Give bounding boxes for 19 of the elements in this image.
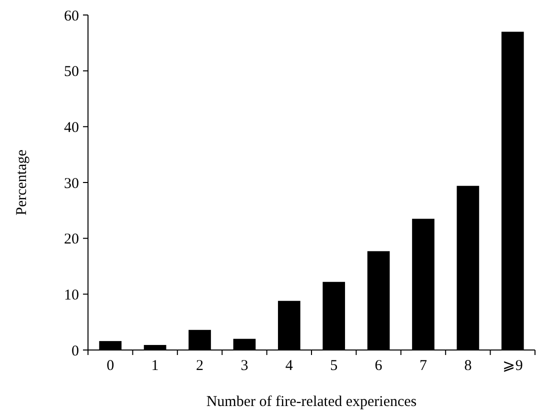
x-tick-label: 7 bbox=[420, 358, 428, 374]
x-tick-label: 4 bbox=[285, 358, 294, 374]
x-tick-label: 6 bbox=[374, 358, 383, 374]
y-tick-label: 20 bbox=[64, 232, 79, 248]
x-tick-label: 8 bbox=[464, 358, 472, 374]
x-axis-title: Number of fire-related experiences bbox=[206, 394, 417, 410]
x-tick-label: ⩾9 bbox=[502, 358, 523, 374]
y-axis-title: Percentage bbox=[14, 149, 30, 216]
x-tick-label: 0 bbox=[106, 358, 114, 374]
x-tick-label: 5 bbox=[330, 358, 338, 374]
y-tick-label: 0 bbox=[72, 343, 79, 360]
x-tick-label: 1 bbox=[151, 358, 159, 374]
y-tick-label: 10 bbox=[64, 287, 79, 304]
y-tick-label: 40 bbox=[64, 120, 79, 136]
y-tick-label: 60 bbox=[64, 8, 79, 24]
y-tick-label: 50 bbox=[64, 64, 79, 80]
x-tick-label: 2 bbox=[196, 358, 204, 374]
y-tick-label: 30 bbox=[64, 176, 79, 192]
x-tick-label: 3 bbox=[240, 358, 248, 374]
